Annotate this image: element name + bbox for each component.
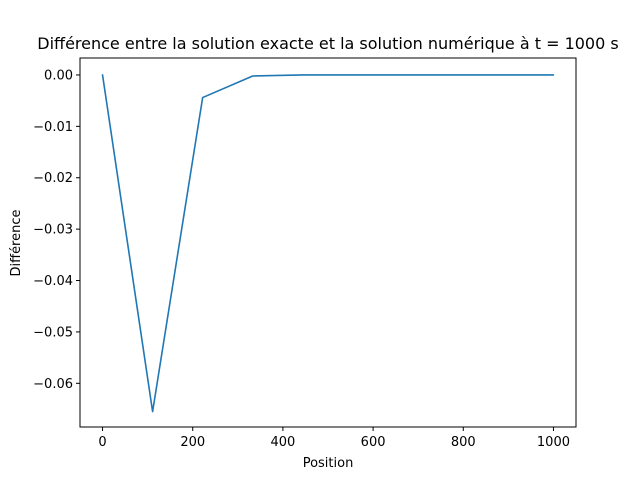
y-tick-label: −0.04 xyxy=(33,274,73,289)
x-tick-label: 0 xyxy=(98,435,106,450)
y-axis: 0.00 −0.01 −0.02 −0.03 −0.04 −0.05 −0.06 xyxy=(33,68,80,392)
y-tick-label: 0.00 xyxy=(44,68,73,83)
y-axis-label: Différence xyxy=(9,209,24,276)
x-tick-label: 400 xyxy=(270,435,295,450)
x-tick-label: 800 xyxy=(451,435,476,450)
x-tick-label: 200 xyxy=(180,435,205,450)
y-tick-label: −0.02 xyxy=(33,171,73,186)
y-tick-label: −0.06 xyxy=(33,377,73,392)
y-tick-label: −0.03 xyxy=(33,223,73,238)
axes-frame xyxy=(79,57,577,428)
chart-title: Différence entre la solution exacte et l… xyxy=(37,34,618,53)
x-tick-label: 600 xyxy=(361,435,386,450)
x-tick-label: 1000 xyxy=(537,435,570,450)
x-axis-label: Position xyxy=(303,456,354,471)
y-tick-label: −0.05 xyxy=(33,325,73,340)
plot-area xyxy=(101,74,555,413)
x-axis: 0 200 400 600 800 1000 xyxy=(98,427,570,450)
series-line xyxy=(101,74,555,413)
y-tick-label: −0.01 xyxy=(33,120,73,135)
